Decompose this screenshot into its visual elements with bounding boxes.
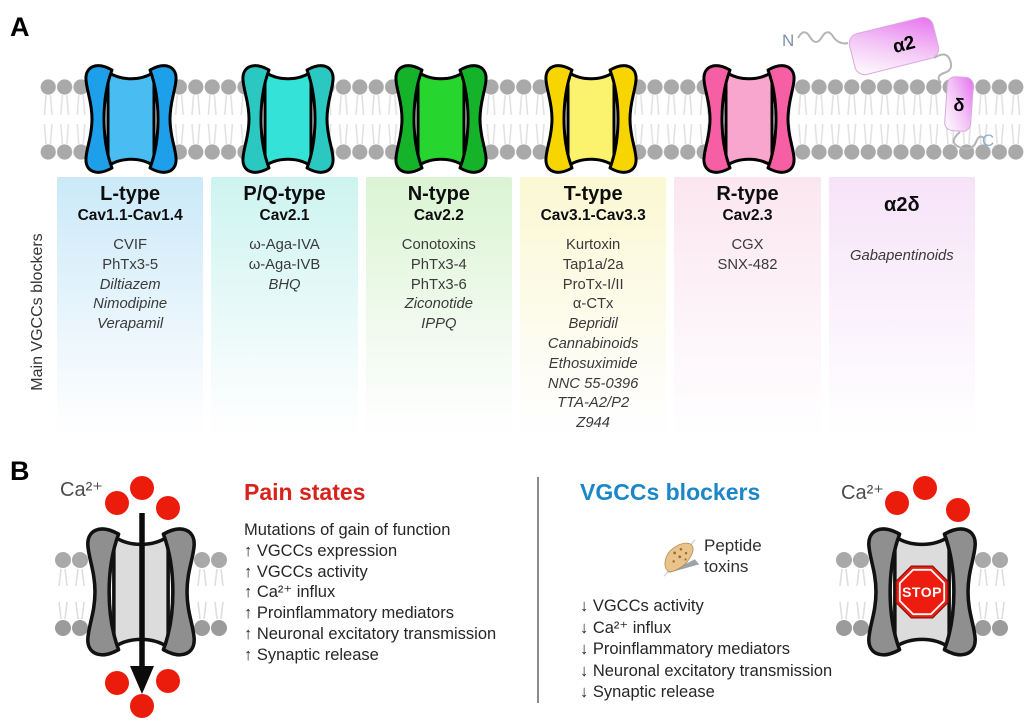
influx-arrowhead (130, 666, 154, 694)
box-title: L-type (100, 183, 161, 205)
blocker-item: TTA-A2/P2 (557, 395, 630, 412)
blocker-item: Nimodipine (93, 296, 168, 313)
box-subtitle: Cav2.3 (722, 207, 773, 224)
pain-item: ↑ Proinflammatory mediators (244, 604, 454, 623)
box-subtitle (829, 217, 975, 236)
blocker-effect-item: ↓ Neuronal excitatory transmission (580, 661, 833, 680)
stop-label: STOP (902, 584, 942, 600)
blocker-item: Z944 (576, 415, 611, 432)
box-title: T-type (563, 183, 623, 205)
blocker-item: PhTx3-4 (410, 256, 467, 273)
blocker-box-n-type: N-type Cav2.2 Conotoxins PhTx3-4 PhTx3-6 Zico… (365, 177, 512, 433)
calcium-label-right: Ca²⁺ (841, 482, 884, 504)
channel-n-type (394, 64, 488, 174)
box-title: P/Q-type (243, 183, 326, 205)
panel-b-label: B (10, 456, 30, 486)
blocker-item: Verapamil (97, 316, 164, 333)
blocker-effect-item: ↓ Ca²⁺ influx (580, 618, 672, 637)
blocker-item: Bepridil (568, 316, 618, 333)
box-title: R-type (716, 183, 779, 205)
blocker-effect-item: ↓ Synaptic release (580, 683, 715, 702)
blocker-item: PhTx3-6 (410, 276, 467, 293)
calcium-ion-dots (885, 476, 970, 522)
blocker-box-l-type: L-type Cav1.1-Cav1.4 CVIF PhTx3-5 Diltiazem N… (57, 177, 204, 433)
blocker-effect-item: ↓ Proinflammatory mediators (580, 640, 790, 659)
open-channel-graphic (55, 476, 228, 718)
blocker-item: Ethosuximide (548, 355, 638, 372)
stop-sign: STOP (895, 565, 949, 619)
blocker-box-alpha2delta: α2δ Gabapentinoids (828, 177, 975, 433)
blocker-item: PhTx3-5 (102, 256, 159, 273)
lipid-stub-column (55, 552, 71, 636)
delta-label: δ (953, 95, 965, 116)
blocker-item: Kurtoxin (566, 237, 621, 253)
n-terminus-label: N (782, 31, 794, 50)
blocker-item: ω-Aga-IVB (248, 256, 321, 273)
pain-item: ↑ VGCCs expression (244, 541, 398, 560)
blocker-boxes-row: L-type Cav1.1-Cav1.4 CVIF PhTx3-5 Diltiazem N… (57, 177, 975, 433)
panel-a-label: A (10, 12, 30, 42)
c-linker-squiggle (952, 131, 985, 150)
pain-effects-list: Mutations of gain of function ↑ VGCCs exp… (244, 520, 496, 666)
alpha2-label: α2 (891, 32, 918, 58)
blocker-item: Conotoxins (401, 237, 476, 253)
box-subtitle: Cav2.2 (413, 207, 464, 224)
channel-t-type (544, 64, 638, 174)
blocker-effect-item: ↓ VGCCs activity (580, 597, 704, 615)
delta-subunit: δ (944, 76, 974, 132)
blocker-item: NNC 55-0396 (547, 375, 639, 392)
calcium-label-left: Ca²⁺ (60, 479, 103, 501)
pain-states-title: Pain states (244, 479, 366, 505)
lipid-stub-column (836, 552, 852, 636)
blocker-effects-list: ↓ VGCCs activity ↓ Ca²⁺ influx ↓ Proinflam… (580, 596, 832, 704)
blocker-box-t-type: T-type Cav3.1-Cav3.3 Kurtoxin Tap1a/2a ProTx… (519, 177, 667, 433)
pain-item: Mutations of gain of function (244, 521, 451, 539)
blocker-box-r-type: R-type Cav2.3 CGX SNX-482 (674, 177, 821, 433)
section-divider (537, 477, 539, 703)
peptide-toxins-label: Peptide toxins (704, 536, 762, 576)
vgccs-blockers-title: VGCCs blockers (580, 479, 761, 505)
blocker-item: Diltiazem (99, 276, 161, 293)
blocker-item: CGX (731, 237, 764, 253)
blocker-item: Ziconotide (404, 296, 473, 313)
blocker-item: ω-Aga-IVA (249, 237, 320, 253)
n-linker-squiggle (797, 31, 849, 45)
pain-item: ↑ Ca²⁺ influx (244, 583, 336, 602)
alpha2-subunit: α2 (848, 16, 940, 76)
box-subtitle: Cav2.1 (259, 207, 310, 224)
channel-row (0, 0, 1024, 200)
box-title: α2δ (884, 194, 920, 216)
blocker-item: ProTx-I/II (562, 276, 624, 293)
blocked-channel-graphic: STOP (836, 476, 1009, 657)
blocker-item: CVIF (113, 237, 148, 253)
c-terminus-label: C (982, 131, 994, 150)
cone-snail-icon (663, 539, 700, 577)
blocker-item: SNX-482 (717, 256, 778, 273)
channel-l-type (84, 64, 178, 174)
blocker-item: IPPQ (421, 316, 457, 333)
pain-item: ↑ Synaptic release (244, 645, 379, 664)
pain-item: ↑ VGCCs activity (244, 562, 368, 581)
blocker-item: BHQ (268, 276, 301, 293)
box-subtitle: Cav3.1-Cav3.3 (540, 207, 646, 224)
box-title: N-type (407, 183, 470, 205)
alpha2delta-diagram: α2 δ N C (782, 16, 994, 150)
blocker-item: Gabapentinoids (849, 248, 954, 264)
channel-r-type (702, 64, 796, 174)
blocker-item: α-CTx (572, 296, 614, 313)
box-subtitle: Cav1.1-Cav1.4 (77, 207, 183, 224)
blocker-item: Cannabinoids (547, 335, 639, 352)
gray-channel-body (867, 527, 977, 657)
channel-pq-type (241, 64, 335, 174)
alpha2-delta-linker-squiggle (933, 53, 953, 84)
main-blockers-sidebar-label: Main VGCCs blockers (29, 233, 46, 391)
lipid-bilayer-membrane (40, 70, 1024, 165)
pain-item: ↑ Neuronal excitatory transmission (244, 624, 497, 643)
blocker-item: Tap1a/2a (562, 256, 624, 273)
blocker-box-pq-type: P/Q-type Cav2.1 ω-Aga-IVA ω-Aga-IVB BHQ (211, 177, 358, 433)
calcium-ion-dots (105, 476, 180, 718)
